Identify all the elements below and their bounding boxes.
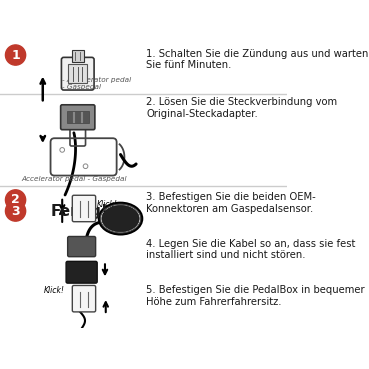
Circle shape [6, 201, 26, 221]
FancyBboxPatch shape [67, 111, 89, 124]
FancyBboxPatch shape [68, 237, 96, 257]
Text: 3: 3 [11, 204, 20, 218]
Text: 5. Befestigen Sie die PedalBox in bequemer
Höhe zum Fahrerfahrersitz.: 5. Befestigen Sie die PedalBox in bequem… [146, 286, 365, 307]
Circle shape [6, 45, 26, 65]
FancyBboxPatch shape [61, 105, 95, 130]
Text: Klick!: Klick! [44, 286, 65, 294]
Text: 4. Legen Sie die Kabel so an, dass sie fest
installiert sind und nicht stören.: 4. Legen Sie die Kabel so an, dass sie f… [146, 239, 356, 261]
Text: Fertig!: Fertig! [51, 204, 108, 218]
Text: 1: 1 [11, 49, 20, 62]
Text: 1. Schalten Sie die Zündung aus und warten
Sie fünf Minuten.: 1. Schalten Sie die Zündung aus und wart… [146, 49, 369, 70]
Text: 2. Lösen Sie die Steckverbindung vom
Original-Steckadapter.: 2. Lösen Sie die Steckverbindung vom Ori… [146, 97, 337, 118]
Text: 2: 2 [11, 193, 20, 206]
Circle shape [6, 190, 26, 210]
Text: Accelerator pedal - Gaspedal: Accelerator pedal - Gaspedal [21, 176, 127, 182]
Ellipse shape [102, 206, 139, 232]
Text: Klick!: Klick! [96, 200, 117, 209]
FancyBboxPatch shape [61, 57, 94, 90]
Text: - Accelerator pedal
- Gaspedal: - Accelerator pedal - Gaspedal [62, 77, 131, 90]
FancyBboxPatch shape [72, 195, 96, 222]
FancyBboxPatch shape [72, 49, 84, 62]
Text: 3. Befestigen Sie die beiden OEM-
Konnektoren am Gaspedalsensor.: 3. Befestigen Sie die beiden OEM- Konnek… [146, 192, 316, 214]
FancyBboxPatch shape [66, 261, 97, 283]
FancyBboxPatch shape [72, 286, 96, 312]
FancyBboxPatch shape [68, 64, 87, 83]
